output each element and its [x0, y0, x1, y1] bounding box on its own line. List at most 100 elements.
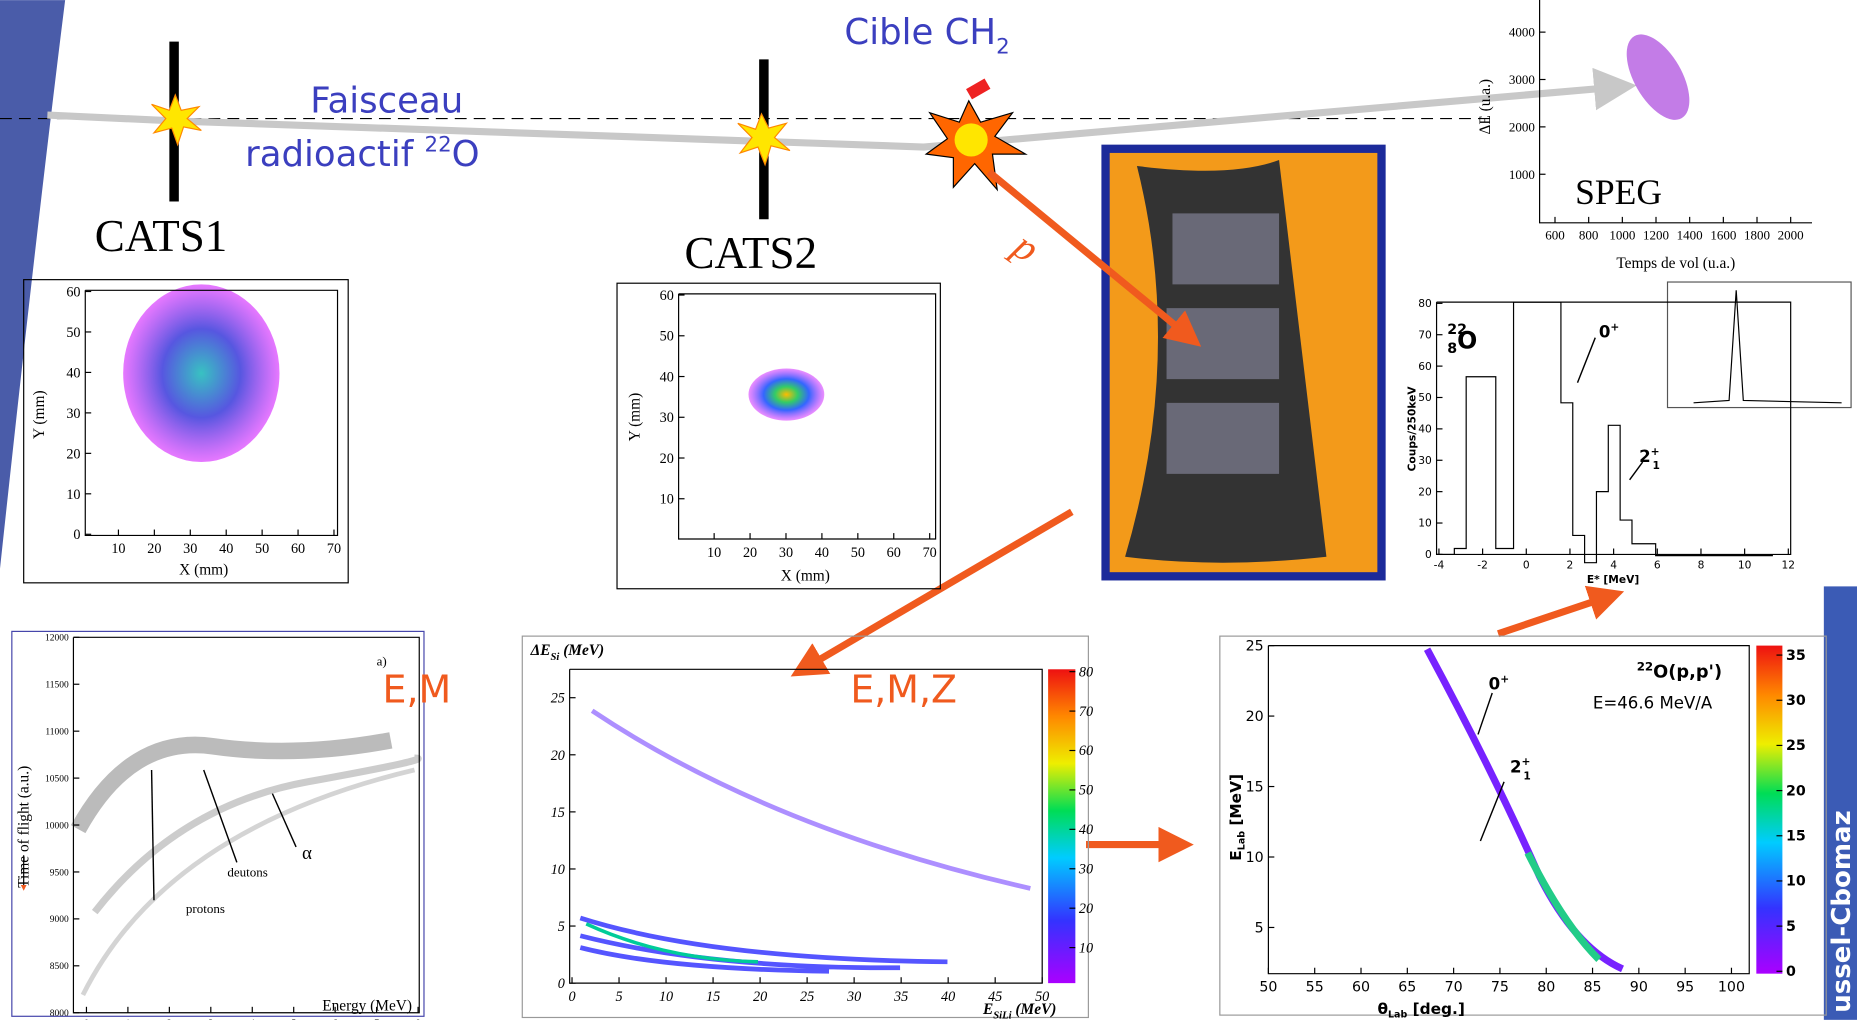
x-tick-label: 1000 [1609, 227, 1636, 242]
x-tick-label: 30 [846, 989, 861, 1005]
y-tick-label: 8500 [50, 962, 69, 972]
y-tick-label: 11000 [45, 727, 69, 737]
y-tick-label: 10500 [45, 774, 69, 784]
annotation: deutons [227, 865, 268, 880]
y-tick-label: 50 [66, 325, 80, 341]
x-tick-label: 1400 [1677, 227, 1704, 242]
x-tick-label: 30 [779, 545, 793, 561]
y-tick-label: 5 [558, 919, 565, 935]
x-label: X (mm) [179, 562, 228, 579]
x-tick-label: 20 [147, 541, 161, 557]
y-tick-label: 70 [1418, 328, 1432, 341]
y-tick-label: 2000 [1509, 119, 1536, 134]
peak-label: 2+1 [1639, 445, 1660, 472]
x-tick-label: 50 [1259, 979, 1277, 995]
y-tick-label: 15 [551, 805, 565, 821]
x-tick-label: 35 [893, 989, 908, 1005]
y-tick-label: 60 [1418, 360, 1432, 373]
y-tick-label: 10000 [45, 821, 69, 831]
peak-label: 2+1 [1510, 755, 1531, 782]
x-tick-label: 60 [291, 541, 305, 557]
beam-text: Faisceau [310, 81, 463, 122]
x-label: E* [MeV] [1587, 573, 1639, 586]
y-tick-label: 40 [66, 365, 80, 381]
y-tick-label: 10 [551, 862, 565, 878]
colorbar-label: 15 [1786, 829, 1806, 845]
x-tick-label: 95 [1676, 979, 1694, 995]
y-tick-label: 40 [660, 370, 674, 386]
beam-label: Faisceau radioactif 22O Cible CH2 [245, 12, 1010, 175]
x-tick-label: 12 [1782, 559, 1796, 572]
x-tick-label: -2 [1477, 559, 1488, 572]
y-tick-label: 20 [66, 446, 80, 462]
slide: Faisceau radioactif 22O Cible CH2 CATS1 … [0, 0, 1857, 1020]
y-tick-label: 9500 [50, 868, 69, 878]
y-label: Y (mm) [31, 390, 48, 439]
colorbar-label: 80 [1079, 664, 1093, 680]
colorbar-label: 20 [1079, 901, 1093, 917]
y-tick-label: 80 [1418, 297, 1432, 310]
x-tick-label: 45 [988, 989, 1002, 1005]
x-tick-label: 50 [851, 545, 865, 561]
y-tick-label: 10 [1246, 850, 1264, 866]
x-tick-label: -4 [1434, 559, 1445, 572]
page: Faisceau radioactif 22O Cible CH2 CATS1 … [0, 0, 1857, 1020]
colorbar-label: 40 [1079, 822, 1093, 838]
colorbar-label: 70 [1079, 704, 1093, 720]
colorbar-label: 60 [1079, 743, 1093, 759]
x-tick-label: 85 [1584, 979, 1602, 995]
y-tick-label: 60 [66, 284, 80, 300]
y-tick-label: 30 [660, 410, 674, 426]
proton-label: p [1003, 221, 1048, 271]
x-tick-label: 1800 [1744, 227, 1771, 242]
detector-label: CATS2 [685, 228, 818, 278]
x-tick-label: 60 [1352, 979, 1370, 995]
em-label: E,M [383, 667, 452, 711]
x-tick-label: 70 [923, 545, 937, 561]
x-tick-label: 6 [1654, 559, 1661, 572]
y-label: Y (mm) [627, 393, 644, 442]
y-tick-label: 15 [1246, 780, 1264, 796]
annotation: a) [377, 654, 387, 669]
peak-label: 0+ [1599, 321, 1619, 342]
x-tick-label: 5 [615, 989, 622, 1005]
x-tick-label: 4 [1610, 559, 1617, 572]
x-label: X (mm) [781, 567, 830, 584]
energy: E=46.6 MeV/A [1593, 693, 1713, 712]
emz-label: E,M,Z [850, 667, 957, 711]
detector-label: CATS1 [95, 211, 228, 261]
axis-labels: Temps de vol (u.a.) ΔE (u.a.) X (mm) Y (… [15, 79, 1735, 1014]
y-tick-label: 50 [1418, 391, 1432, 404]
y-tick-label: 40 [1418, 423, 1432, 436]
x-tick-label: 0 [1523, 559, 1530, 572]
y-tick-label: 4000 [1509, 25, 1536, 40]
y-tick-label: 25 [551, 691, 565, 707]
y-label: Coups/250keV [1405, 386, 1418, 472]
y-tick-label: 50 [660, 329, 674, 345]
y-tick-label: 10 [66, 487, 80, 503]
y-tick-label: 10 [1418, 517, 1432, 530]
y-tick-label: 5 [1255, 920, 1264, 936]
y-tick-label: 25 [1246, 639, 1264, 655]
y-tick-label: 10 [660, 492, 674, 508]
x-tick-label: 70 [1445, 979, 1463, 995]
annotation: protons [186, 901, 225, 916]
axes [73, 637, 419, 1012]
annotation: α [302, 843, 312, 864]
colorbar-label: 10 [1079, 940, 1093, 956]
x-tick-label: 2000 [1778, 227, 1805, 242]
y-tick-label: 0 [1425, 548, 1432, 561]
y-tick-label: 20 [551, 748, 565, 764]
y-label: ΔE (u.a.) [1477, 79, 1494, 135]
y-label: Time of flight (a.u.) [15, 766, 32, 888]
x-tick-label: 10 [707, 545, 721, 561]
x-tick-label: 70 [327, 541, 341, 557]
x-tick-label: 60 [887, 545, 901, 561]
x-tick-label: 600 [1545, 227, 1565, 242]
x-tick-label: 40 [815, 545, 829, 561]
x-tick-label: 50 [1035, 989, 1049, 1005]
colorbar-label: 25 [1786, 738, 1806, 754]
x-tick-label: 10 [659, 989, 673, 1005]
